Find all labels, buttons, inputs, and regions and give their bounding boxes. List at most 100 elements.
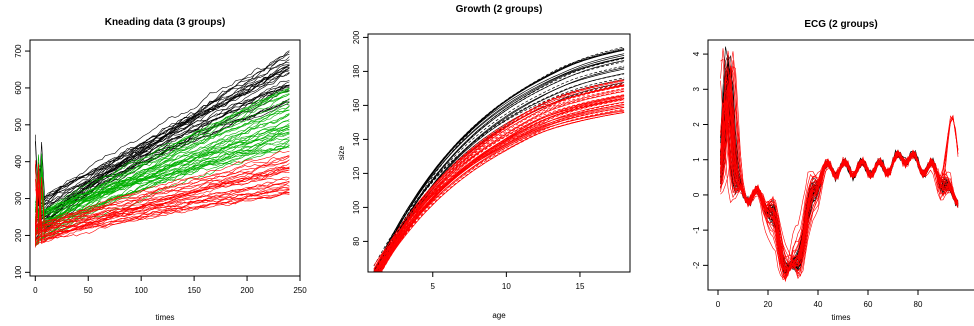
growth-x-axis: 5 10 15	[431, 272, 585, 291]
ecg-curve	[720, 65, 959, 271]
kneading-curve	[35, 160, 290, 233]
kneading-curve	[35, 179, 290, 232]
x-tick-label: 40	[814, 300, 823, 309]
ecg-x-axis: 0 20 40 60 80	[716, 290, 923, 309]
kneading-curve	[35, 100, 290, 218]
growth-curve	[373, 88, 625, 272]
ecg-curve	[720, 87, 959, 271]
ecg-curve	[720, 79, 959, 276]
y-tick-label: 300	[14, 191, 23, 205]
growth-x-axis-label: age	[492, 311, 506, 320]
y-tick-label: 100	[14, 265, 23, 279]
ecg-curve	[720, 65, 959, 269]
growth-curve	[374, 78, 625, 272]
growth-y-axis: 80 100 120 140 160 180 200	[352, 30, 368, 246]
x-tick-label: 100	[134, 286, 148, 295]
y-tick-label: 400	[14, 154, 23, 168]
kneading-curve	[35, 166, 290, 246]
kneading-curve	[35, 88, 290, 229]
ecg-series-lines	[720, 46, 959, 283]
kneading-curve	[35, 65, 290, 241]
ecg-curve	[720, 103, 959, 278]
kneading-curve	[35, 133, 290, 235]
ecg-curve	[720, 86, 959, 273]
ecg-curve	[720, 93, 959, 270]
kneading-curve	[35, 51, 290, 210]
growth-curve	[377, 101, 625, 272]
ecg-curve	[720, 54, 959, 271]
ecg-curve	[720, 48, 959, 281]
kneading-curve	[35, 159, 290, 248]
y-tick-label: 500	[14, 118, 23, 132]
growth-curve	[374, 79, 625, 272]
ecg-chart: ECG (2 groups) 0 20 40 60 80 -2 -1 0 1 2 3 4 times	[692, 19, 974, 322]
kneading-curve	[35, 88, 290, 220]
y-tick-label: 100	[352, 200, 361, 214]
x-tick-label: 5	[431, 282, 436, 291]
growth-curve	[377, 107, 625, 272]
ecg-curve	[720, 114, 959, 276]
kneading-curve	[35, 187, 290, 246]
ecg-curve	[720, 58, 959, 272]
growth-curve	[374, 57, 625, 272]
growth-curve	[374, 94, 625, 272]
kneading-curve	[35, 176, 290, 226]
y-tick-label: 1	[692, 157, 701, 162]
x-tick-label: 200	[240, 286, 254, 295]
kneading-curve	[35, 127, 290, 229]
y-tick-label: 200	[14, 228, 23, 242]
growth-curve	[380, 98, 625, 272]
growth-curve	[375, 109, 625, 272]
kneading-y-axis: 100 200 300 400 500 600 700	[14, 44, 30, 279]
growth-curve	[378, 98, 625, 272]
x-tick-label: 0	[716, 300, 721, 309]
x-tick-label: 50	[84, 286, 93, 295]
kneading-curve	[35, 159, 290, 228]
kneading-curve	[35, 150, 290, 230]
growth-curve	[378, 112, 625, 272]
kneading-curve	[35, 163, 290, 229]
kneading-curve	[35, 98, 290, 241]
kneading-x-axis: 0 50 100 150 200 250	[33, 276, 307, 295]
y-tick-label: 120	[352, 166, 361, 180]
ecg-x-axis-label: times	[831, 313, 850, 322]
y-tick-label: 3	[692, 87, 701, 92]
kneading-chart-title: Kneading data (3 groups)	[105, 17, 226, 28]
growth-series-lines	[373, 46, 625, 272]
ecg-curve	[720, 87, 959, 276]
growth-curve	[376, 73, 625, 272]
kneading-curve	[35, 88, 290, 213]
kneading-curve	[35, 178, 290, 236]
y-tick-label: 200	[352, 30, 361, 44]
growth-curve	[377, 97, 625, 272]
growth-curve	[375, 95, 625, 272]
y-tick-label: 80	[352, 236, 361, 245]
growth-curve	[378, 67, 625, 272]
x-tick-label: 20	[764, 300, 773, 309]
growth-curve	[373, 97, 625, 270]
ecg-curve	[720, 80, 959, 279]
growth-curve	[375, 65, 625, 272]
growth-curve	[378, 112, 625, 272]
ecg-y-axis: -2 -1 0 1 2 3 4	[692, 51, 708, 269]
y-tick-label: 4	[692, 51, 701, 56]
kneading-chart: Kneading data (3 groups) 0 50 100 150 200 250…	[14, 17, 307, 322]
x-tick-label: 150	[187, 286, 201, 295]
kneading-plot-frame	[29, 39, 301, 277]
growth-curve	[378, 68, 625, 272]
kneading-curve	[35, 136, 290, 219]
ecg-chart-title: ECG (2 groups)	[804, 19, 877, 30]
ecg-curve	[720, 85, 959, 273]
x-tick-label: 0	[33, 286, 38, 295]
growth-curve	[375, 82, 625, 272]
growth-curve	[376, 99, 625, 272]
y-tick-label: -2	[692, 261, 701, 269]
kneading-curve	[35, 154, 290, 226]
growth-curve	[375, 61, 625, 272]
kneading-curve	[35, 169, 290, 240]
y-tick-label: 2	[692, 122, 701, 127]
kneading-curve	[35, 81, 290, 203]
ecg-curve	[720, 51, 959, 278]
x-tick-label: 10	[502, 282, 511, 291]
